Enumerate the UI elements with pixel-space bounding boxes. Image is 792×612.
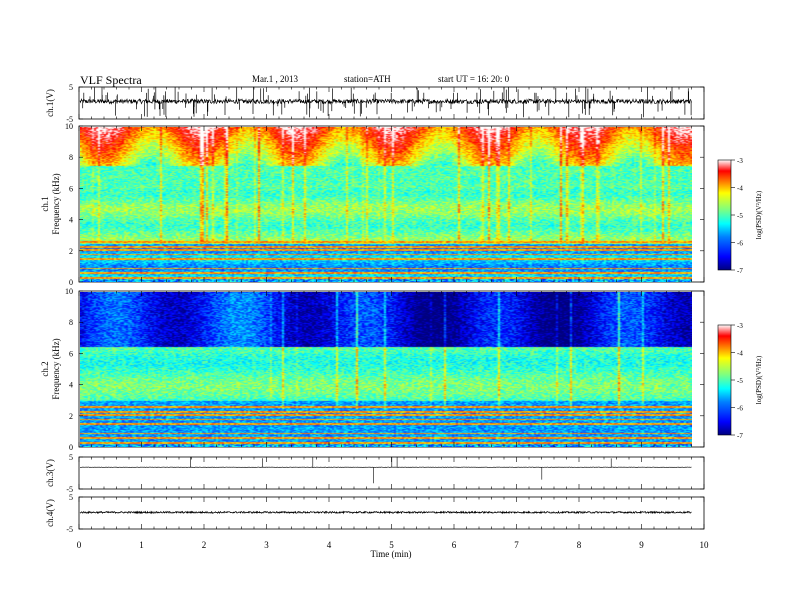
- colorbar-tick-label: -4: [737, 185, 743, 193]
- ch2-spectrogram-heatmap: [80, 292, 692, 447]
- ch1-spectrogram-ylabel-channel: ch.1: [40, 196, 50, 211]
- ch2-spectrogram-ylabel-frequency: Frequency (kHz): [51, 338, 61, 399]
- x-tick-label: 6: [452, 540, 457, 550]
- y-tick-label: -5: [66, 485, 73, 494]
- ch4-waveform-ylabel: ch.4(V): [45, 499, 55, 527]
- x-tick-label: 0: [77, 540, 82, 550]
- y-tick-label: 5: [69, 453, 73, 462]
- ch1-spectrogram-ylabel-frequency: Frequency (kHz): [51, 173, 61, 234]
- y-tick-label: 10: [65, 287, 73, 296]
- ch2-spectrogram-ylabel-channel: ch.2: [40, 361, 50, 376]
- y-tick-label: 6: [69, 184, 73, 193]
- y-tick-label: 2: [69, 412, 73, 421]
- x-tick-label: 10: [700, 540, 710, 550]
- x-tick-label: 8: [577, 540, 582, 550]
- y-tick-label: 6: [69, 349, 73, 358]
- colorbar-tick-label: -3: [737, 157, 743, 165]
- x-tick-label: 9: [639, 540, 644, 550]
- colorbar-tick-label: -6: [737, 240, 743, 248]
- x-tick-label: 3: [264, 540, 269, 550]
- y-tick-label: 8: [69, 153, 73, 162]
- figure-title: VLF Spectra: [80, 73, 142, 87]
- station-label: station=ATH: [344, 74, 391, 84]
- y-tick-label: 5: [69, 83, 73, 92]
- colorbar-tick-label: -5: [737, 377, 743, 385]
- colorbar-tick-label: -3: [737, 322, 743, 330]
- x-tick-label: 7: [514, 540, 519, 550]
- colorbar-tick-label: -4: [737, 350, 743, 358]
- y-tick-label: 0: [69, 443, 73, 452]
- colorbar-tick-label: -7: [737, 267, 743, 275]
- start-time-label: start UT = 16: 20: 0: [438, 74, 510, 84]
- date-label: Mar.1 , 2013: [252, 74, 298, 84]
- colorbar-tick-label: -6: [737, 405, 743, 413]
- x-tick-label: 5: [389, 540, 394, 550]
- y-tick-label: 8: [69, 318, 73, 327]
- ch3-waveform-trace: [80, 457, 692, 484]
- x-tick-label: 4: [327, 540, 332, 550]
- colorbar-tick-label: -5: [737, 212, 743, 220]
- y-tick-label: 2: [69, 247, 73, 256]
- y-tick-label: 4: [69, 216, 73, 225]
- y-tick-label: 10: [65, 122, 73, 131]
- colorbar-ticks: -3 -4 -5 -6 -7 -3 -4 -5 -6 -7: [731, 157, 743, 440]
- colorbar-tick-label: -7: [737, 432, 743, 440]
- x-axis-label: Time (min): [371, 549, 412, 559]
- x-tick-label: 2: [202, 540, 207, 550]
- x-tick-label: 1: [139, 540, 144, 550]
- ch1-waveform-trace: [79, 87, 692, 118]
- y-tick-label: 5: [69, 493, 73, 502]
- ch1-waveform-ylabel: ch.1(V): [45, 89, 55, 117]
- ch1-spectrogram-heatmap: [80, 127, 692, 282]
- ch1-colorbar: [717, 159, 732, 271]
- ch4-waveform-trace: [79, 510, 692, 515]
- y-tick-label: 0: [69, 278, 73, 287]
- y-tick-label: -5: [66, 525, 73, 534]
- y-tick-label: 4: [69, 381, 73, 390]
- y-tick-label: -5: [66, 115, 73, 124]
- ch2-colorbar-label: log(PSD)(V²/Hz): [755, 355, 763, 404]
- ch1-colorbar-label: log(PSD)(V²/Hz): [755, 190, 763, 239]
- ch3-waveform-ylabel: ch.3(V): [45, 459, 55, 487]
- ch2-colorbar: [717, 324, 732, 436]
